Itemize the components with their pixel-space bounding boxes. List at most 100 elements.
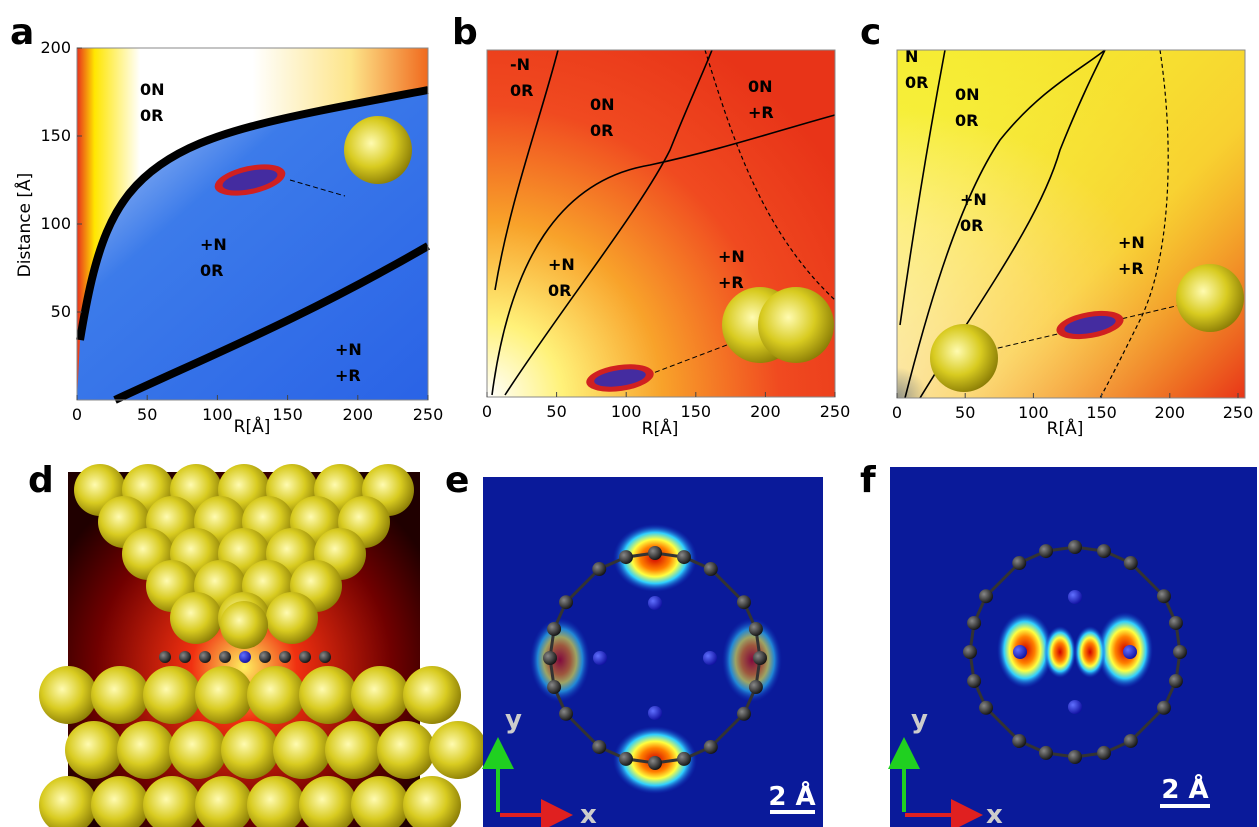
panel-label: e <box>445 460 469 501</box>
molecule-atom <box>1012 734 1026 748</box>
molecule-atom <box>1157 589 1171 603</box>
x-axis-title: R[Å] <box>1047 417 1084 439</box>
scale-bar-label: 2 Å <box>768 780 815 812</box>
molecule-atom <box>199 651 211 663</box>
gold-atom <box>169 721 227 779</box>
tip-sphere <box>1176 264 1244 332</box>
gold-atom <box>247 666 305 724</box>
molecule-atom <box>967 616 981 630</box>
molecule-atom <box>979 589 993 603</box>
gold-atom <box>429 721 487 779</box>
x-tick-label: 0 <box>892 403 902 422</box>
gold-atom <box>39 666 97 724</box>
molecule-atom <box>648 546 662 560</box>
molecule-atom <box>547 680 561 694</box>
panel-d-image <box>39 464 487 827</box>
region-label: 0R <box>590 121 613 140</box>
x-axis-title: R[Å] <box>234 415 271 437</box>
gold-atom <box>195 666 253 724</box>
molecule-atom <box>677 550 691 564</box>
y-tick-label: 50 <box>51 302 71 321</box>
region-label: -N <box>510 55 530 74</box>
gold-atom <box>325 721 383 779</box>
molecule-atom <box>1068 750 1082 764</box>
molecule-atom <box>279 651 291 663</box>
molecule-atom <box>963 645 977 659</box>
region-label: +R <box>718 273 744 292</box>
y-tick-label: 150 <box>40 126 71 145</box>
gold-atom <box>403 666 461 724</box>
gold-atom <box>266 592 318 644</box>
molecule-atom <box>1012 556 1026 570</box>
molecule-atom <box>648 756 662 770</box>
region-label: +N <box>960 190 987 209</box>
x-tick-label: 200 <box>1155 403 1186 422</box>
x-tick-label: 150 <box>1086 403 1117 422</box>
panel-label: f <box>860 460 876 501</box>
region-label: +R <box>335 366 361 385</box>
x-tick-label: 250 <box>820 402 851 421</box>
molecule-atom <box>749 680 763 694</box>
x-tick-label: 250 <box>413 405 444 424</box>
region-label: 0R <box>200 261 223 280</box>
molecule-atom <box>1068 590 1082 604</box>
molecule-atom <box>704 562 718 576</box>
x-tick-label: 250 <box>1223 403 1254 422</box>
molecule-atom <box>592 740 606 754</box>
molecule-atom <box>704 740 718 754</box>
gold-atom <box>299 666 357 724</box>
gold-atom <box>65 721 123 779</box>
molecule-atom <box>1123 645 1137 659</box>
gold-atom <box>221 721 279 779</box>
axis-name: y <box>911 705 928 735</box>
gold-atom <box>273 721 331 779</box>
tip-sphere <box>758 287 834 363</box>
region-label: +R <box>1118 259 1144 278</box>
molecule-atom <box>299 651 311 663</box>
axis-name: x <box>580 800 597 827</box>
x-tick-label: 0 <box>482 402 492 421</box>
molecule-atom <box>648 596 662 610</box>
x-tick-label: 50 <box>137 405 157 424</box>
panel-e-image <box>483 477 823 827</box>
region-label: N <box>905 47 918 66</box>
x-tick-label: 100 <box>611 402 642 421</box>
region-label: 0N <box>955 85 980 104</box>
region-label: +N <box>548 255 575 274</box>
molecule-atom <box>737 707 751 721</box>
molecule-atom <box>749 622 763 636</box>
molecule-atom <box>179 651 191 663</box>
axis-name: x <box>986 800 1003 827</box>
panel-label: a <box>10 12 34 53</box>
molecule-atom <box>159 651 171 663</box>
panel-c-plot <box>897 50 1245 398</box>
gold-atom <box>143 666 201 724</box>
region-label: 0R <box>905 73 928 92</box>
molecule-atom <box>543 651 557 665</box>
panel-label: d <box>28 460 54 501</box>
molecule-atom <box>979 701 993 715</box>
region-label: 0R <box>140 106 163 125</box>
molecule-atom <box>967 674 981 688</box>
molecule-atom <box>219 651 231 663</box>
x-tick-label: 100 <box>1018 403 1049 422</box>
molecule-atom <box>319 651 331 663</box>
panel-f-image <box>890 467 1257 827</box>
y-tick-label: 100 <box>40 214 71 233</box>
panel-label: c <box>860 12 881 53</box>
x-tick-label: 50 <box>955 403 975 422</box>
gold-atom <box>170 592 222 644</box>
molecule-atom <box>1157 701 1171 715</box>
tip-sphere <box>930 324 998 392</box>
region-label: 0N <box>590 95 615 114</box>
region-label: 0R <box>548 281 571 300</box>
molecule-atom <box>559 707 573 721</box>
region-label: 0R <box>955 111 978 130</box>
molecule-atom <box>1039 544 1053 558</box>
x-tick-label: 0 <box>72 405 82 424</box>
molecule-atom <box>592 562 606 576</box>
region-label: +N <box>200 235 227 254</box>
molecule-atom <box>547 622 561 636</box>
molecule-atom <box>1097 544 1111 558</box>
x-tick-label: 200 <box>343 405 374 424</box>
